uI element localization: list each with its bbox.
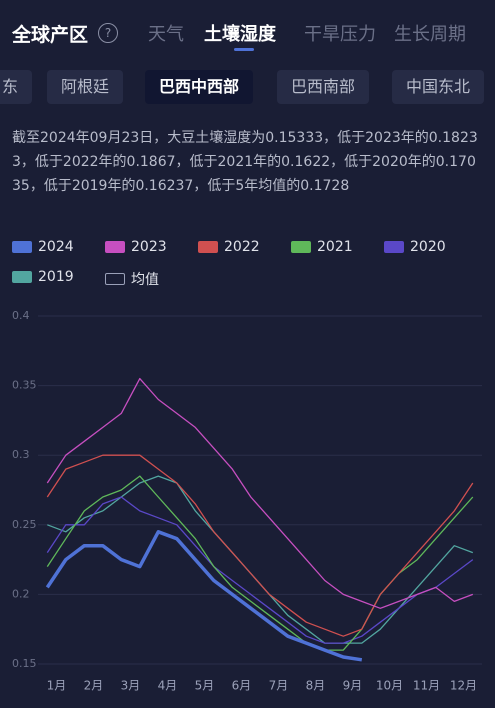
legend-item[interactable]: 2019 — [12, 269, 74, 285]
x-tick-label: 6月 — [232, 679, 252, 693]
series-line — [46, 454, 474, 637]
region-chip[interactable]: 阿根廷 — [47, 70, 124, 104]
y-tick-label: 0.2 — [12, 587, 30, 600]
region-chip[interactable]: 巴西南部 — [277, 70, 370, 104]
summary: 截至2024年09月23日，大豆土壤湿度为0.15333，低于2023年的0.1… — [12, 130, 478, 194]
legend-swatch — [105, 273, 125, 285]
legend-label: 2021 — [317, 239, 353, 255]
legend-label: 2020 — [410, 239, 446, 255]
x-tick-label: 1月 — [47, 679, 67, 693]
tab-underline — [234, 48, 254, 51]
legend-label: 2022 — [224, 239, 260, 255]
x-tick-label: 11月 — [413, 679, 440, 693]
legend-label: 均值 — [131, 272, 159, 288]
legend-swatch — [12, 271, 32, 283]
legend-swatch — [12, 241, 32, 253]
legend-swatch — [105, 241, 125, 253]
legend-label: 2024 — [38, 239, 74, 255]
y-tick-label: 0.25 — [12, 518, 37, 531]
x-tick-label: 2月 — [84, 679, 104, 693]
region-chip[interactable]: 巴西中西部 — [145, 70, 254, 104]
legend-swatch — [291, 241, 311, 253]
legend-label: 2019 — [38, 269, 74, 285]
x-tick-label: 7月 — [269, 679, 289, 693]
legend-item[interactable]: 均值 — [105, 269, 159, 289]
tab[interactable]: 天气 — [148, 24, 184, 45]
x-tick-label: 3月 — [121, 679, 141, 693]
x-tick-label: 12月 — [450, 679, 477, 693]
tab[interactable]: 生长周期 — [394, 24, 466, 45]
help-icon[interactable]: ? — [98, 23, 118, 43]
legend-swatch — [384, 241, 404, 253]
y-tick-label: 0.4 — [12, 309, 30, 322]
tab[interactable]: 土壤湿度 — [204, 24, 276, 45]
series-line — [46, 496, 474, 644]
legend-item[interactable]: 2024 — [12, 239, 74, 255]
region-chip[interactable]: 东 — [0, 70, 33, 104]
y-tick-label: 0.15 — [12, 657, 37, 670]
x-tick-label: 8月 — [306, 679, 326, 693]
legend-item[interactable]: 2023 — [105, 239, 167, 255]
x-tick-label: 10月 — [376, 679, 403, 693]
y-tick-label: 0.35 — [12, 379, 37, 392]
legend-item[interactable]: 2020 — [384, 239, 446, 255]
region-chip[interactable]: 中国东北 — [392, 70, 485, 104]
legend-item[interactable]: 2021 — [291, 239, 353, 255]
y-tick-label: 0.3 — [12, 448, 30, 461]
chart: 0.15 0.2 0.25 0.3 0.35 0.4 1月 2月 3月 4月 5月 6月 7月 8月 9月 1… — [12, 309, 482, 693]
x-tick-label: 5月 — [195, 679, 215, 693]
legend-label: 2023 — [131, 239, 167, 255]
tab[interactable]: 干旱压力 — [304, 24, 376, 45]
x-tick-label: 9月 — [343, 679, 363, 693]
x-tick-label: 4月 — [158, 679, 178, 693]
legend-item[interactable]: 2022 — [198, 239, 260, 255]
series-line — [46, 475, 474, 651]
page-title: 全球产区 — [12, 24, 89, 46]
series-line — [46, 377, 474, 609]
series-line — [45, 530, 363, 662]
legend-swatch — [198, 241, 218, 253]
